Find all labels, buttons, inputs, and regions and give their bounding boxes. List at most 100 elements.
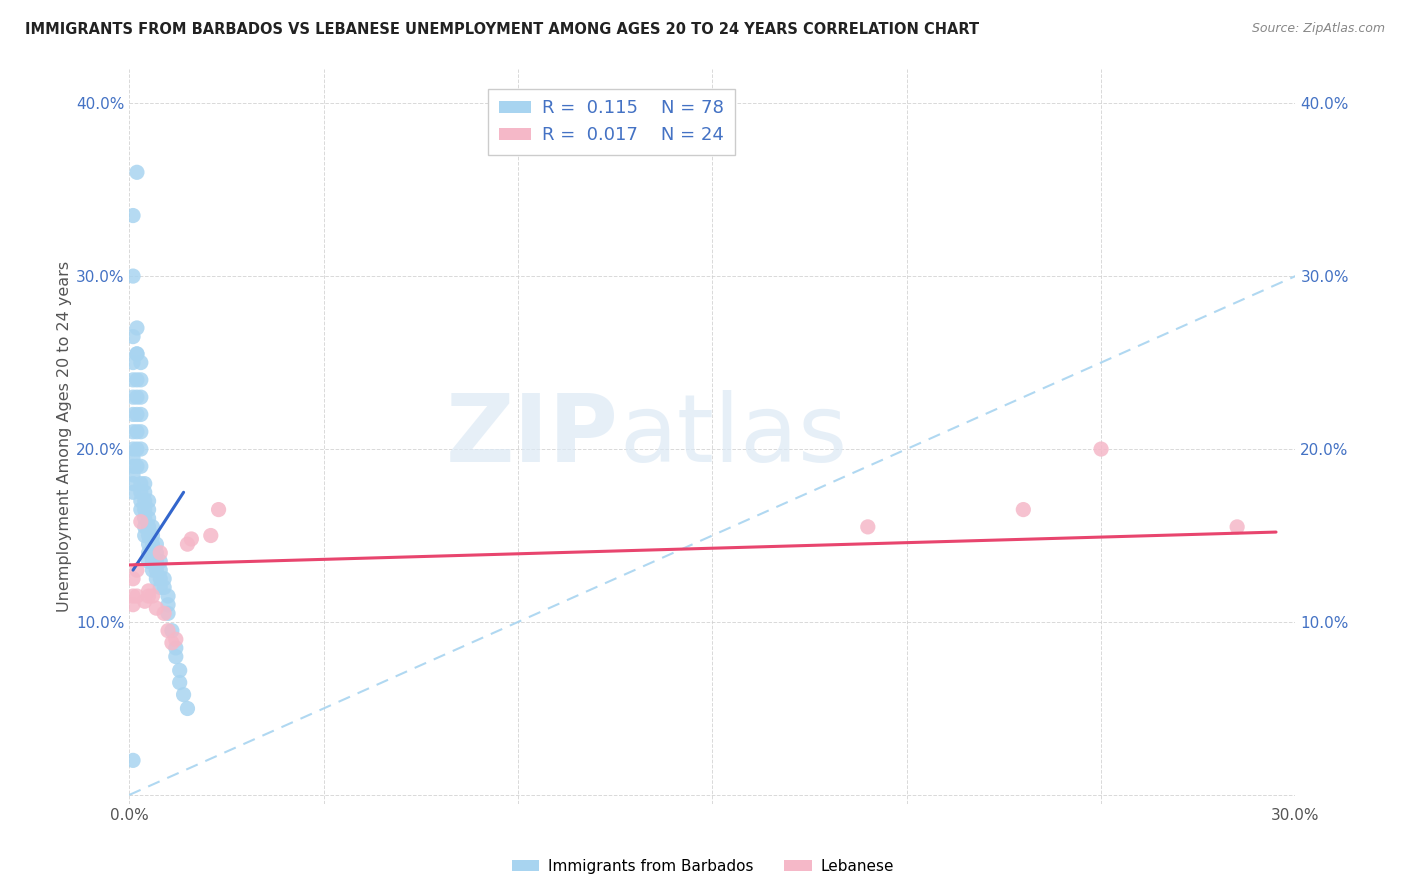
Point <box>149 581 172 595</box>
Point <box>141 546 163 560</box>
Point <box>129 485 152 500</box>
Point <box>138 583 160 598</box>
Point <box>1012 502 1035 516</box>
Point <box>149 554 172 568</box>
Point <box>134 594 156 608</box>
Point <box>145 563 167 577</box>
Point <box>122 598 145 612</box>
Point <box>169 675 191 690</box>
Point <box>176 701 198 715</box>
Point <box>125 373 148 387</box>
Point <box>125 589 148 603</box>
Point <box>157 624 180 638</box>
Point <box>129 442 152 456</box>
Text: Source: ZipAtlas.com: Source: ZipAtlas.com <box>1251 22 1385 36</box>
Point <box>125 425 148 439</box>
Point <box>138 511 160 525</box>
Point <box>129 502 152 516</box>
Point <box>129 355 152 369</box>
Point <box>122 355 145 369</box>
Point <box>129 459 152 474</box>
Point <box>134 485 156 500</box>
Point <box>134 476 156 491</box>
Point <box>134 520 156 534</box>
Point <box>145 546 167 560</box>
Point <box>122 476 145 491</box>
Point <box>125 347 148 361</box>
Text: ZIP: ZIP <box>446 390 619 482</box>
Point <box>129 515 152 529</box>
Point <box>145 554 167 568</box>
Point <box>200 528 222 542</box>
Point <box>125 321 148 335</box>
Point <box>145 537 167 551</box>
Point <box>125 408 148 422</box>
Point <box>134 494 156 508</box>
Point <box>138 537 160 551</box>
Point <box>145 572 167 586</box>
Point <box>122 425 145 439</box>
Point <box>153 607 176 621</box>
Point <box>138 520 160 534</box>
Point <box>169 664 191 678</box>
Point <box>122 589 145 603</box>
Point <box>122 485 145 500</box>
Point <box>122 209 145 223</box>
Point <box>138 528 160 542</box>
Point <box>165 640 187 655</box>
Point <box>160 636 183 650</box>
Point <box>165 632 187 647</box>
Point <box>138 589 160 603</box>
Point <box>122 269 145 284</box>
Point <box>856 520 879 534</box>
Point <box>129 476 152 491</box>
Point <box>141 528 163 542</box>
Point <box>165 649 187 664</box>
Point <box>153 581 176 595</box>
Point <box>122 572 145 586</box>
Point <box>122 442 145 456</box>
Point <box>125 347 148 361</box>
Point <box>153 572 176 586</box>
Point <box>122 459 145 474</box>
Point <box>180 532 202 546</box>
Point <box>145 601 167 615</box>
Legend: Immigrants from Barbados, Lebanese: Immigrants from Barbados, Lebanese <box>505 853 901 880</box>
Point <box>138 502 160 516</box>
Point <box>129 425 152 439</box>
Point <box>125 165 148 179</box>
Point <box>138 546 160 560</box>
Point <box>134 511 156 525</box>
Point <box>141 537 163 551</box>
Point <box>1090 442 1112 456</box>
Point <box>141 554 163 568</box>
Point <box>149 572 172 586</box>
Point <box>122 467 145 482</box>
Text: atlas: atlas <box>619 390 848 482</box>
Point <box>207 502 229 516</box>
Point <box>122 373 145 387</box>
Point <box>134 528 156 542</box>
Point <box>138 494 160 508</box>
Point <box>125 442 148 456</box>
Point <box>122 450 145 465</box>
Point <box>125 459 148 474</box>
Y-axis label: Unemployment Among Ages 20 to 24 years: Unemployment Among Ages 20 to 24 years <box>58 260 72 612</box>
Point <box>122 390 145 404</box>
Point <box>125 390 148 404</box>
Point <box>138 554 160 568</box>
Point <box>122 753 145 767</box>
Point <box>157 607 180 621</box>
Point <box>176 537 198 551</box>
Point <box>122 329 145 343</box>
Point <box>157 589 180 603</box>
Point <box>160 624 183 638</box>
Point <box>149 546 172 560</box>
Point <box>149 563 172 577</box>
Point <box>173 688 195 702</box>
Legend: R =  0.115    N = 78, R =  0.017    N = 24: R = 0.115 N = 78, R = 0.017 N = 24 <box>488 88 735 155</box>
Point <box>141 589 163 603</box>
Text: IMMIGRANTS FROM BARBADOS VS LEBANESE UNEMPLOYMENT AMONG AGES 20 TO 24 YEARS CORR: IMMIGRANTS FROM BARBADOS VS LEBANESE UNE… <box>25 22 980 37</box>
Point <box>129 494 152 508</box>
Point <box>129 373 152 387</box>
